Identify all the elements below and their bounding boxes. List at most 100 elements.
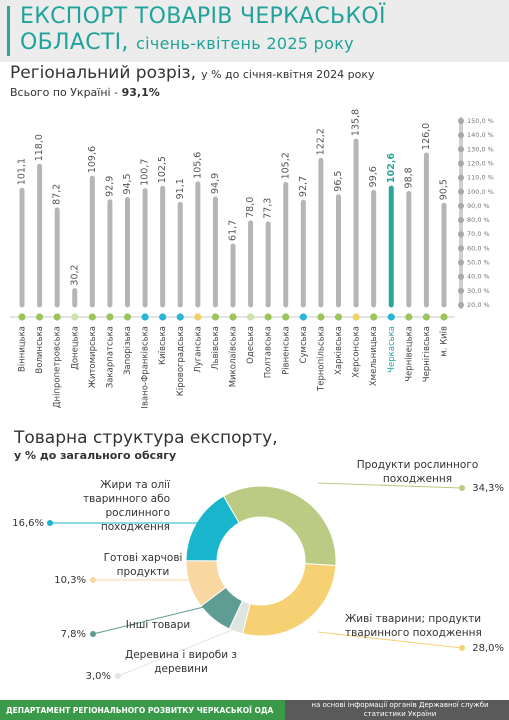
pie-title: Товарна структура експорту, (14, 428, 278, 448)
value-label: 7,8% (61, 629, 86, 640)
value-label: 96,5 (333, 171, 344, 192)
slice-label: Деревина і вироби з деревини (124, 649, 237, 675)
x-tick-label: Львівська (211, 326, 221, 370)
x-tick-label: Чернігівська (422, 326, 432, 382)
value-label: 101,1 (17, 158, 28, 185)
x-tick-label: Полтавська (264, 326, 274, 378)
bar-title: Регіональний розріз, у % до січня-квітня… (10, 63, 375, 83)
category-marker (194, 313, 202, 321)
category-marker (440, 313, 448, 321)
slice-label: Готові харчові продукти (103, 552, 183, 578)
y-tick-label: 20,0 % (467, 301, 490, 309)
tick-dot (458, 273, 464, 280)
y-tick-label: 90,0 % (467, 202, 490, 210)
title-line: ОБЛАСТІ, січень-квітень 2025 року (20, 30, 386, 57)
value-label: 126,0 (421, 123, 432, 150)
category-marker (352, 313, 360, 321)
value-label: 94,9 (210, 173, 221, 194)
x-tick-label: Одеська (246, 326, 256, 364)
leader-dot (459, 485, 465, 491)
category-marker (35, 313, 44, 321)
footer-right: на основі інформації органів Державної с… (311, 701, 489, 718)
tick-dot (458, 118, 464, 124)
category-marker (176, 313, 184, 321)
leader-dot (459, 645, 465, 651)
tick-dot (458, 202, 464, 209)
header-accent (7, 6, 10, 56)
x-tick-label: Дніпропетровська (53, 326, 63, 408)
title-period: січень-квітень 2025 року (135, 34, 354, 53)
y-tick-label: 130,0 % (467, 145, 494, 153)
x-tick-label: Миколаївська (229, 326, 239, 387)
category-marker (123, 313, 132, 321)
value-label: 102,5 (157, 156, 168, 183)
category-marker (141, 313, 149, 321)
category-marker (71, 313, 79, 321)
value-label: 98,8 (403, 167, 414, 188)
tick-dot (458, 146, 464, 153)
leader-dot (90, 631, 96, 637)
value-label: 102,6 (386, 153, 397, 183)
tick-dot (458, 132, 464, 139)
x-tick-label: Житомирська (88, 326, 98, 388)
x-tick-label: Запорізька (123, 326, 133, 375)
leader-line (317, 482, 463, 489)
value-label: 105,6 (192, 152, 203, 179)
category-marker (159, 313, 167, 321)
footer-right-band (285, 700, 509, 720)
x-tick-label: Херсонська (352, 326, 362, 378)
y-tick-label: 140,0 % (467, 131, 494, 139)
category-marker (370, 313, 378, 321)
tick-dot (458, 160, 464, 167)
category-marker (264, 313, 272, 321)
tick-dot (458, 231, 464, 238)
category-marker (387, 313, 395, 321)
category-marker (246, 313, 255, 321)
y-tick-label: 60,0 % (467, 244, 490, 252)
y-tick-label: 150,0 % (467, 117, 494, 125)
category-marker (53, 313, 61, 321)
annotation: Всього по Україні - 93,1% (10, 86, 160, 99)
value-label: 122,2 (315, 128, 326, 155)
value-label: 92,9 (104, 176, 115, 197)
value-label: 94,5 (122, 173, 133, 194)
x-tick-label: м. Київ (440, 326, 450, 357)
bar-title-text: Регіональний розріз, (10, 63, 196, 83)
x-tick-label: Чернівецька (404, 326, 414, 382)
value-label: 135,8 (351, 109, 362, 136)
leader-dot (47, 520, 53, 526)
x-tick-label: Черкаська (387, 326, 397, 373)
value-label: 91,1 (175, 178, 186, 199)
y-tick-label: 100,0 % (467, 188, 494, 196)
category-marker (211, 313, 220, 321)
x-tick-label: Закарпатська (105, 326, 115, 388)
annotation-highlight: 93,1% (121, 86, 160, 99)
category-marker (405, 313, 413, 321)
value-label: 92,7 (298, 176, 309, 197)
category-marker (299, 313, 307, 321)
bar-subtitle: у % до січня-квітня 2024 року (201, 68, 375, 81)
value-label: 90,5 (439, 179, 450, 200)
slice-label: Продукти рослинного походження (356, 459, 479, 485)
value-label: 77,3 (263, 198, 274, 219)
pie-slice (222, 485, 337, 567)
y-tick-label: 70,0 % (467, 230, 490, 238)
x-tick-label: Тернопільська (316, 326, 326, 392)
header-band (0, 0, 509, 62)
value-label: 99,6 (368, 166, 379, 187)
tick-dot (458, 259, 464, 266)
footer-left-band (0, 700, 285, 720)
leader-dot (115, 673, 121, 679)
tick-dot (458, 302, 464, 308)
y-tick-label: 40,0 % (467, 273, 490, 281)
x-tick-label: Сумська (299, 326, 309, 363)
annotation-text: Всього по Україні - (10, 86, 119, 99)
x-tick-label: Івано-Франківська (141, 326, 151, 409)
pie-subtitle: у % до загального обсягу (14, 449, 177, 462)
y-tick-label: 110,0 % (467, 174, 494, 182)
x-tick-label: Донецька (70, 326, 80, 370)
title-line: ЕКСПОРТ ТОВАРІВ ЧЕРКАСЬКОЇ (20, 4, 386, 29)
value-label: 109,6 (87, 146, 98, 173)
